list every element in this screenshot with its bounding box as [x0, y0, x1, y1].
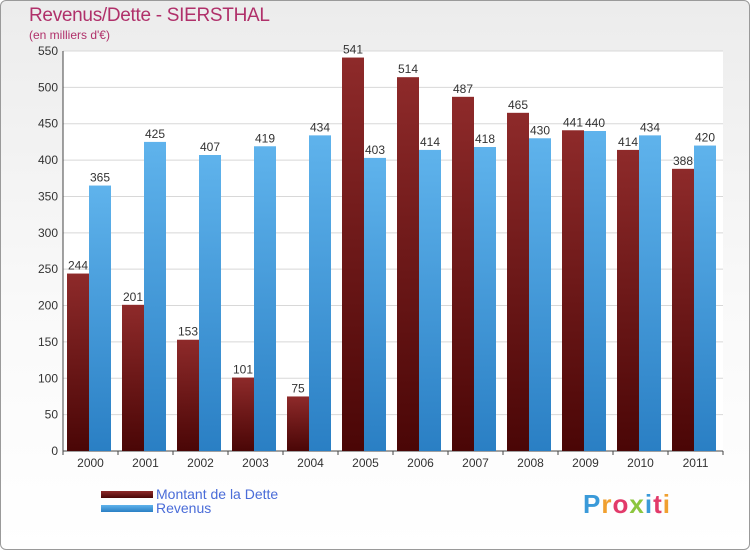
y-tick-label: 450: [38, 117, 58, 131]
data-label-debt: 487: [453, 82, 473, 96]
data-label-revenue: 418: [475, 132, 495, 146]
data-label-debt: 201: [123, 290, 143, 304]
logo-letter: o: [612, 489, 630, 519]
y-tick-label: 350: [38, 189, 58, 203]
y-tick-label: 300: [38, 226, 58, 240]
logo-letter: i: [662, 489, 671, 519]
data-label-revenue: 414: [420, 135, 440, 149]
bar-debt: [232, 377, 254, 451]
logo-letter: r: [601, 489, 613, 519]
x-tick-label: 2001: [132, 456, 159, 470]
bar-debt: [122, 304, 144, 451]
data-label-revenue: 440: [585, 116, 605, 130]
legend-label-revenue: Revenus: [156, 500, 212, 516]
bar-debt: [287, 396, 309, 451]
bar-debt: [67, 273, 89, 451]
data-label-revenue: 430: [530, 123, 550, 137]
x-tick-label: 2011: [683, 456, 709, 470]
x-tick-label: 2004: [297, 456, 324, 470]
bar-debt: [177, 339, 199, 451]
bar-revenue: [584, 131, 606, 451]
x-tick-label: 2002: [187, 456, 214, 470]
bar-revenue: [144, 141, 166, 451]
logo-letter: i: [644, 489, 654, 519]
data-label-debt: 514: [398, 62, 418, 76]
y-tick-label: 0: [51, 444, 58, 458]
bar-revenue: [419, 149, 441, 451]
y-tick-label: 400: [38, 153, 58, 167]
data-label-debt: 244: [68, 259, 88, 273]
data-label-revenue: 434: [640, 120, 660, 134]
x-tick-label: 2009: [572, 456, 599, 470]
data-label-revenue: 434: [310, 120, 330, 134]
logo-letter: x: [629, 489, 645, 519]
bar-revenue: [639, 135, 661, 451]
plot-area: [63, 51, 723, 451]
data-label-debt: 101: [233, 363, 253, 377]
data-label-debt: 541: [343, 43, 363, 57]
bar-debt: [452, 96, 474, 452]
proxiti-logo: Proxiti: [583, 489, 671, 520]
bar-debt: [617, 149, 639, 451]
y-tick-label: 500: [38, 80, 58, 94]
bar-revenue: [254, 146, 276, 452]
data-label-revenue: 425: [145, 127, 165, 141]
y-tick-label: 200: [38, 299, 58, 313]
bar-revenue: [364, 157, 386, 451]
bar-revenue: [529, 138, 551, 452]
data-label-revenue: 365: [90, 171, 110, 185]
data-label-revenue: 419: [255, 131, 275, 145]
data-label-revenue: 407: [200, 140, 220, 154]
data-label-revenue: 403: [365, 143, 385, 157]
y-tick-label: 550: [38, 44, 58, 58]
bar-debt: [342, 57, 364, 451]
bar-debt: [562, 130, 584, 452]
bar-revenue: [199, 155, 221, 451]
y-tick-label: 50: [45, 408, 59, 422]
data-label-debt: 153: [178, 325, 198, 339]
logo-letter: P: [583, 489, 602, 519]
data-label-revenue: 420: [695, 131, 715, 145]
chart-title: Revenus/Dette - SIERSTHAL: [29, 5, 270, 26]
x-tick-label: 2000: [77, 456, 104, 470]
bar-debt: [507, 112, 529, 452]
chart-subtitle: (en milliers d'€): [29, 28, 110, 42]
data-label-debt: 414: [618, 135, 638, 149]
bar-revenue: [89, 185, 111, 451]
x-tick-label: 2007: [462, 456, 489, 470]
data-label-debt: 75: [291, 381, 305, 395]
x-tick-label: 2010: [627, 456, 654, 470]
x-tick-label: 2008: [517, 456, 544, 470]
data-label-debt: 465: [508, 98, 528, 112]
legend-swatch-revenue: [101, 505, 153, 512]
legend-label-debt: Montant de la Dette: [156, 486, 279, 502]
y-tick-label: 250: [38, 262, 58, 276]
data-label-debt: 441: [563, 115, 583, 129]
data-label-debt: 388: [673, 154, 693, 168]
y-tick-label: 100: [38, 371, 58, 385]
y-tick-label: 150: [38, 335, 58, 349]
bar-debt: [397, 77, 419, 451]
x-tick-label: 2006: [407, 456, 434, 470]
x-tick-label: 2005: [352, 456, 379, 470]
logo-letter: t: [653, 489, 663, 519]
bar-revenue: [474, 147, 496, 451]
legend-swatch-debt: [101, 491, 153, 498]
bar-revenue: [309, 135, 331, 451]
bar-debt: [672, 168, 694, 451]
x-tick-label: 2003: [242, 456, 269, 470]
bar-revenue: [694, 145, 716, 451]
